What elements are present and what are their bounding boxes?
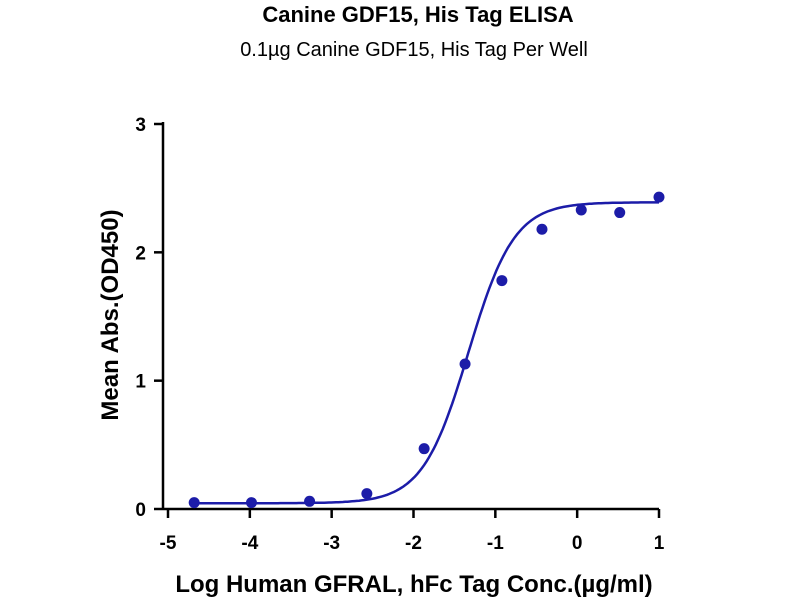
- data-point: [496, 275, 508, 287]
- x-tick-label: 0: [572, 533, 583, 554]
- data-point: [653, 191, 665, 203]
- y-ticks: 0 1 2 3: [135, 115, 163, 521]
- x-tick-label: -2: [405, 533, 422, 554]
- y-tick-label: 2: [135, 243, 146, 264]
- data-point: [418, 443, 430, 455]
- chart-subtitle: 0.1µg Canine GDF15, His Tag Per Well: [240, 39, 588, 61]
- x-tick-label: -1: [487, 533, 504, 554]
- data-point: [536, 223, 548, 235]
- x-ticks: -5 -4 -3 -2 -1 0 1: [160, 509, 665, 554]
- x-tick-label: -3: [323, 533, 340, 554]
- fit-curve: [194, 201, 659, 505]
- data-point: [361, 488, 373, 500]
- data-point: [575, 204, 587, 216]
- y-tick-label: 1: [135, 372, 146, 393]
- data-point: [304, 495, 316, 507]
- data-point: [614, 207, 626, 219]
- data-points: [188, 191, 665, 509]
- y-tick-label: 3: [135, 115, 146, 136]
- chart-title: Canine GDF15, His Tag ELISA: [262, 2, 573, 27]
- data-point: [188, 497, 200, 509]
- y-axis-label: Mean Abs.(OD450): [97, 209, 124, 420]
- axes: [161, 122, 659, 511]
- x-tick-label: -4: [241, 533, 258, 554]
- x-tick-label: 1: [654, 533, 665, 554]
- data-point: [459, 358, 471, 370]
- data-point: [245, 497, 257, 509]
- x-tick-label: -5: [160, 533, 177, 554]
- x-axis-label: Log Human GFRAL, hFc Tag Conc.(µg/ml): [175, 571, 652, 598]
- y-tick-label: 0: [135, 500, 146, 521]
